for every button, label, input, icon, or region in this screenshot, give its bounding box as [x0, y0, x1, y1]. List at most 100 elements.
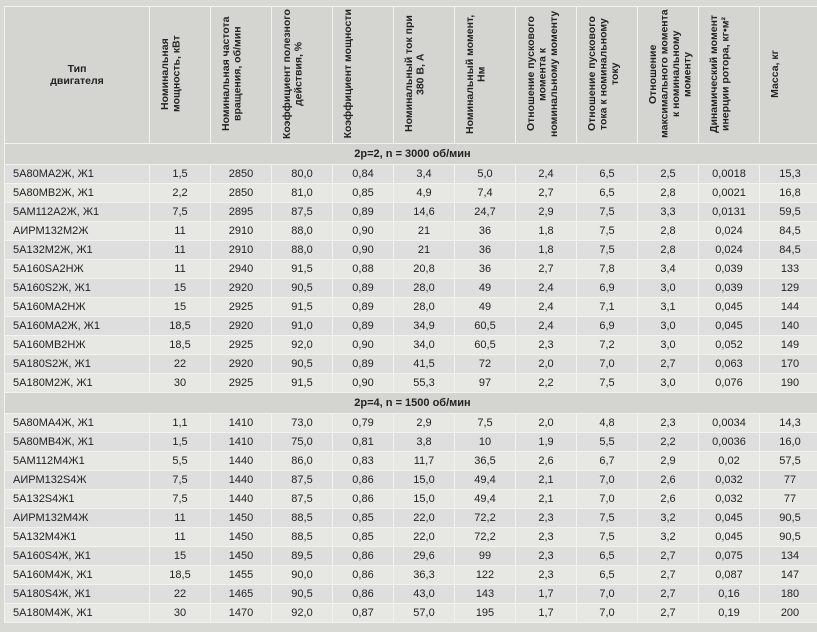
value-cell: 2,9 — [394, 414, 455, 433]
value-cell: 57,5 — [760, 452, 817, 471]
value-cell: 0,0034 — [699, 414, 760, 433]
value-cell: 147 — [760, 566, 817, 585]
value-cell: 0,076 — [699, 374, 760, 393]
motor-type-cell: 5А180S2Ж, Ж1 — [5, 355, 150, 374]
value-cell: 2925 — [211, 298, 272, 317]
motor-type-cell: 5А180М2Ж, Ж1 — [5, 374, 150, 393]
motor-type-cell: 5А80МА2Ж, Ж1 — [5, 165, 150, 184]
value-cell: 90,5 — [760, 509, 817, 528]
table-row: АИРМ132S4Ж7,5144087,50,8615,049,42,17,02… — [5, 471, 817, 490]
value-cell: 11 — [150, 260, 211, 279]
table-row: 5АМ112М4Ж15,5144086,00,8311,736,52,66,72… — [5, 452, 817, 471]
value-cell: 6,5 — [577, 165, 638, 184]
value-cell: 1450 — [211, 509, 272, 528]
value-cell: 133 — [760, 260, 817, 279]
value-cell: 15 — [150, 298, 211, 317]
value-cell: 1,7 — [516, 585, 577, 604]
value-cell: 200 — [760, 604, 817, 623]
value-cell: 34,0 — [394, 336, 455, 355]
value-cell: 1,7 — [516, 604, 577, 623]
value-cell: 195 — [455, 604, 516, 623]
value-cell: 0,87 — [333, 604, 394, 623]
value-cell: 6,5 — [577, 184, 638, 203]
col-header-label: Номинальная частота вращения, об/мин — [221, 9, 261, 139]
table-row: 5А80МА4Ж, Ж11,1141073,00,792,97,52,04,82… — [5, 414, 817, 433]
value-cell: 0,89 — [333, 355, 394, 374]
table-body: 2p=2, n = 3000 об/мин5А80МА2Ж, Ж11,52850… — [5, 144, 817, 623]
motor-type-cell: 5А80МВ2Ж, Ж1 — [5, 184, 150, 203]
value-cell: 0,90 — [333, 241, 394, 260]
value-cell: 15,0 — [394, 471, 455, 490]
value-cell: 15,3 — [760, 165, 817, 184]
value-cell: 11 — [150, 222, 211, 241]
value-cell: 2,8 — [638, 241, 699, 260]
value-cell: 1440 — [211, 471, 272, 490]
value-cell: 5,0 — [455, 165, 516, 184]
value-cell: 88,0 — [272, 222, 333, 241]
table-row: 5АМ112А2Ж, Ж17,5289587,50,8914,624,72,97… — [5, 203, 817, 222]
table-row: 5А160МА2НЖ15292591,50,8928,0492,47,13,10… — [5, 298, 817, 317]
value-cell: 7,0 — [577, 585, 638, 604]
col-header-1: Номинальная мощность, кВт — [150, 7, 211, 144]
motor-type-cell: 5А160МВ2НЖ — [5, 336, 150, 355]
value-cell: 2895 — [211, 203, 272, 222]
value-cell: 2925 — [211, 374, 272, 393]
value-cell: 3,2 — [638, 509, 699, 528]
value-cell: 2,7 — [638, 604, 699, 623]
value-cell: 0,90 — [333, 374, 394, 393]
value-cell: 2,4 — [516, 317, 577, 336]
value-cell: 5,5 — [577, 433, 638, 452]
value-cell: 60,5 — [455, 317, 516, 336]
value-cell: 91,5 — [272, 298, 333, 317]
value-cell: 0,89 — [333, 203, 394, 222]
value-cell: 7,5 — [577, 203, 638, 222]
value-cell: 75,0 — [272, 433, 333, 452]
value-cell: 22,0 — [394, 509, 455, 528]
motor-type-cell: 5А80МВ4Ж, Ж1 — [5, 433, 150, 452]
value-cell: 60,5 — [455, 336, 516, 355]
motor-type-cell: 5А160SА2НЖ — [5, 260, 150, 279]
value-cell: 36 — [455, 241, 516, 260]
value-cell: 2920 — [211, 355, 272, 374]
value-cell: 49,4 — [455, 490, 516, 509]
col-header-label: Номинальный ток при 380 В, А — [404, 9, 444, 139]
value-cell: 0,84 — [333, 165, 394, 184]
value-cell: 24,7 — [455, 203, 516, 222]
value-cell: 15 — [150, 279, 211, 298]
value-cell: 1440 — [211, 490, 272, 509]
col-header-6: Номинальный момент, Нм — [455, 7, 516, 144]
value-cell: 1465 — [211, 585, 272, 604]
value-cell: 0,0131 — [699, 203, 760, 222]
value-cell: 77 — [760, 471, 817, 490]
value-cell: 2,4 — [516, 279, 577, 298]
value-cell: 2,8 — [638, 184, 699, 203]
value-cell: 6,5 — [577, 547, 638, 566]
col-header-0: Типдвигателя — [5, 7, 150, 144]
value-cell: 1450 — [211, 547, 272, 566]
value-cell: 7,5 — [150, 490, 211, 509]
value-cell: 2,2 — [638, 433, 699, 452]
table-row: 5А132М2Ж, Ж111291088,00,9021361,87,52,80… — [5, 241, 817, 260]
value-cell: 2,6 — [516, 452, 577, 471]
value-cell: 1,5 — [150, 433, 211, 452]
value-cell: 87,5 — [272, 203, 333, 222]
value-cell: 3,0 — [638, 374, 699, 393]
motor-type-cell: 5А160S2Ж, Ж1 — [5, 279, 150, 298]
value-cell: 0,86 — [333, 490, 394, 509]
value-cell: 2920 — [211, 317, 272, 336]
value-cell: 7,1 — [577, 298, 638, 317]
value-cell: 0,0018 — [699, 165, 760, 184]
value-cell: 3,3 — [638, 203, 699, 222]
value-cell: 2,7 — [638, 585, 699, 604]
value-cell: 0,88 — [333, 260, 394, 279]
value-cell: 7,5 — [577, 528, 638, 547]
value-cell: 1440 — [211, 452, 272, 471]
value-cell: 90,5 — [272, 355, 333, 374]
value-cell: 7,0 — [577, 471, 638, 490]
value-cell: 0,85 — [333, 528, 394, 547]
value-cell: 72,2 — [455, 509, 516, 528]
value-cell: 7,5 — [577, 374, 638, 393]
value-cell: 92,0 — [272, 604, 333, 623]
value-cell: 36,3 — [394, 566, 455, 585]
value-cell: 1,8 — [516, 241, 577, 260]
